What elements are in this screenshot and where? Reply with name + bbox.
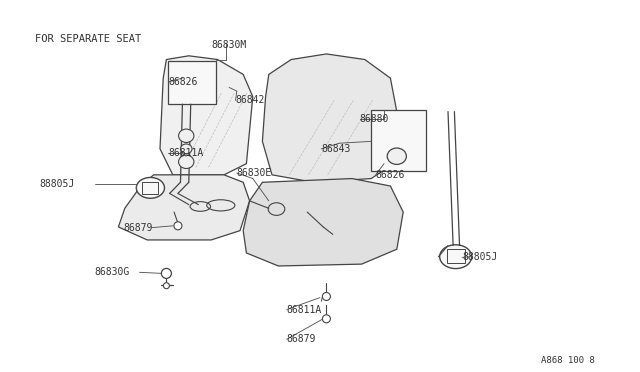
Text: A868 100 8: A868 100 8 [541,356,595,365]
Text: 86826: 86826 [376,170,405,180]
Text: 86811A: 86811A [287,305,322,314]
Text: 86880: 86880 [360,114,389,124]
Text: 86830G: 86830G [95,267,130,277]
Ellipse shape [387,148,406,164]
Circle shape [323,292,330,301]
Text: 86879: 86879 [123,223,152,232]
Circle shape [323,315,330,323]
Bar [168,61,216,104]
Bar [142,182,158,194]
Text: 86830E: 86830E [237,168,272,178]
Ellipse shape [180,144,192,154]
Text: 86879: 86879 [287,334,316,344]
Text: FOR SEPARATE SEAT: FOR SEPARATE SEAT [35,34,141,44]
Text: 86826: 86826 [168,77,198,87]
Circle shape [163,283,170,289]
Ellipse shape [179,155,194,169]
Text: 88805J: 88805J [40,179,75,189]
Text: 86843: 86843 [321,144,351,154]
Ellipse shape [179,129,194,142]
Circle shape [174,222,182,230]
Polygon shape [262,54,397,182]
Polygon shape [118,175,250,240]
Text: 86830M: 86830M [211,40,246,49]
Polygon shape [160,56,253,175]
Polygon shape [243,179,403,266]
Ellipse shape [440,245,472,269]
Circle shape [161,269,172,278]
Text: 88805J: 88805J [462,253,497,262]
Bar [447,249,465,263]
Bar [371,110,426,171]
Text: 86842: 86842 [236,96,265,105]
Ellipse shape [136,177,164,198]
Text: 86811A: 86811A [168,148,204,157]
